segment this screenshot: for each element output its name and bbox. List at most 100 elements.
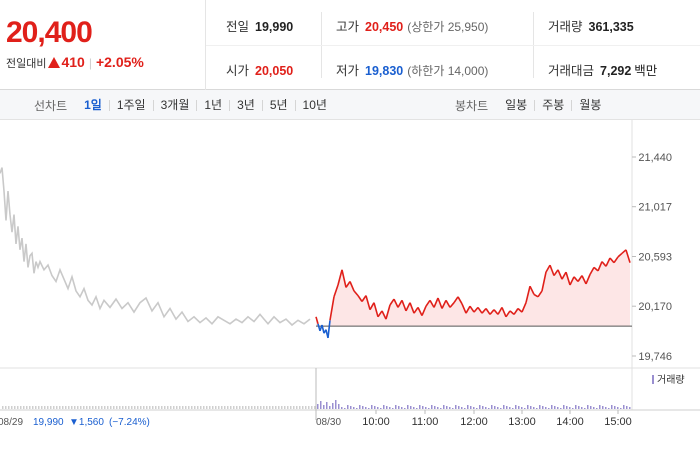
volume-bar xyxy=(266,406,268,409)
volume-bar xyxy=(500,408,502,409)
stat-value: 19,990 xyxy=(255,20,294,34)
volume-bar xyxy=(287,406,289,409)
volume-bar xyxy=(101,406,103,409)
volume-bar xyxy=(209,406,211,409)
volume-bar xyxy=(77,406,79,409)
today-price-segment xyxy=(349,281,355,292)
volume-bar xyxy=(11,406,13,409)
today-price-segment xyxy=(601,261,607,267)
today-price-segment xyxy=(517,307,523,313)
change-amount: 410 xyxy=(61,54,85,70)
tab-5y[interactable]: 5년 xyxy=(261,99,295,111)
volume-bar xyxy=(512,408,514,409)
today-price-segment xyxy=(413,306,419,314)
volume-bar xyxy=(524,408,526,409)
volume-bar xyxy=(5,406,7,409)
tab-monthly-candle[interactable]: 월봉 xyxy=(571,99,608,111)
current-price-box: 20,400 전일대비 410 | +2.05% xyxy=(0,0,206,90)
stat-value: 361,335 xyxy=(588,20,634,34)
tab-1w[interactable]: 1주일 xyxy=(108,99,153,111)
tab-10y[interactable]: 10년 xyxy=(294,99,334,111)
volume-bar xyxy=(98,406,100,409)
volume-bar xyxy=(392,408,394,409)
tab-3y[interactable]: 3년 xyxy=(229,99,262,111)
tab-1y[interactable]: 1년 xyxy=(196,99,229,111)
price-summary: 20,400 전일대비 410 | +2.05% 전일 19,990 고가 20,450(… xyxy=(0,0,700,90)
volume-bar xyxy=(341,407,343,409)
today-price-segment xyxy=(377,310,383,318)
volume-bar xyxy=(446,406,448,409)
today-price-segment xyxy=(525,286,531,303)
volume-bar xyxy=(569,407,571,409)
today-price-segment xyxy=(441,299,447,309)
volume-bar xyxy=(182,406,184,409)
volume-bar xyxy=(200,406,202,409)
volume-bar xyxy=(620,408,622,409)
today-price-segment xyxy=(429,299,435,308)
volume-bar xyxy=(122,406,124,409)
volume-bar xyxy=(383,405,385,409)
volume-bar xyxy=(311,406,313,409)
volume-bar xyxy=(218,406,220,409)
today-price-segment xyxy=(445,299,451,308)
today-price-segment xyxy=(545,264,551,273)
volume-bar xyxy=(533,407,535,409)
volume-bar xyxy=(194,406,196,409)
volume-bar xyxy=(605,407,607,409)
today-price-segment xyxy=(621,249,627,254)
prev-day-change: ▼1,560 xyxy=(69,417,104,428)
today-price-segment xyxy=(353,290,359,297)
today-price-segment xyxy=(493,309,499,315)
today-price-segment xyxy=(389,298,395,306)
today-price-segment xyxy=(437,297,443,309)
volume-bar xyxy=(515,405,517,409)
current-price: 20,400 xyxy=(6,16,93,49)
tab-3m[interactable]: 3개월 xyxy=(152,99,197,111)
prev-day-date: 08/29 xyxy=(0,417,23,428)
today-price-segment xyxy=(433,297,439,308)
today-price-segment xyxy=(625,249,631,263)
today-price-segment xyxy=(541,271,547,292)
volume-bar xyxy=(80,406,82,409)
volume-bar xyxy=(458,406,460,409)
x-tick-label: 15:00 xyxy=(604,416,632,428)
volume-bar xyxy=(68,406,70,409)
stat-label: 저가 xyxy=(336,64,360,78)
volume-bar xyxy=(278,406,280,409)
today-price-segment xyxy=(337,269,343,286)
volume-bar xyxy=(71,406,73,409)
today-price-segment xyxy=(553,269,559,277)
y-tick-label: 20,593 xyxy=(638,252,672,264)
today-price-segment xyxy=(473,306,479,313)
today-price-segment xyxy=(405,302,411,312)
stat-value: 19,830 xyxy=(365,64,404,78)
stat-label: 시가 xyxy=(226,64,250,78)
tab-weekly-candle[interactable]: 주봉 xyxy=(534,99,571,111)
volume-bar xyxy=(455,405,457,409)
today-price-segment xyxy=(509,310,515,316)
stats-row-divider xyxy=(206,45,700,46)
change-label: 전일대비 xyxy=(6,58,47,70)
today-price-segment xyxy=(549,264,555,276)
volume-bar xyxy=(104,406,106,409)
change-separator: | xyxy=(88,56,92,70)
volume-bar xyxy=(608,408,610,409)
today-price-segment xyxy=(333,284,339,298)
x-tick-label: 13:00 xyxy=(508,416,536,428)
volume-bar xyxy=(431,405,433,409)
volume-bar xyxy=(416,408,418,409)
volume-bar xyxy=(251,406,253,409)
volume-bar xyxy=(152,406,154,409)
today-price-segment xyxy=(481,307,487,314)
volume-bar xyxy=(407,405,409,409)
today-price-segment xyxy=(537,290,543,298)
volume-bar xyxy=(338,404,340,409)
volume-bar xyxy=(461,407,463,409)
tab-daily-candle[interactable]: 일봉 xyxy=(505,97,528,112)
tab-1d[interactable]: 1일 xyxy=(84,97,102,112)
volume-bar xyxy=(143,406,145,409)
stat-volume: 거래량 361,335 xyxy=(548,16,634,35)
volume-bar xyxy=(377,407,379,409)
volume-bar xyxy=(371,405,373,409)
volume-bar xyxy=(155,406,157,409)
